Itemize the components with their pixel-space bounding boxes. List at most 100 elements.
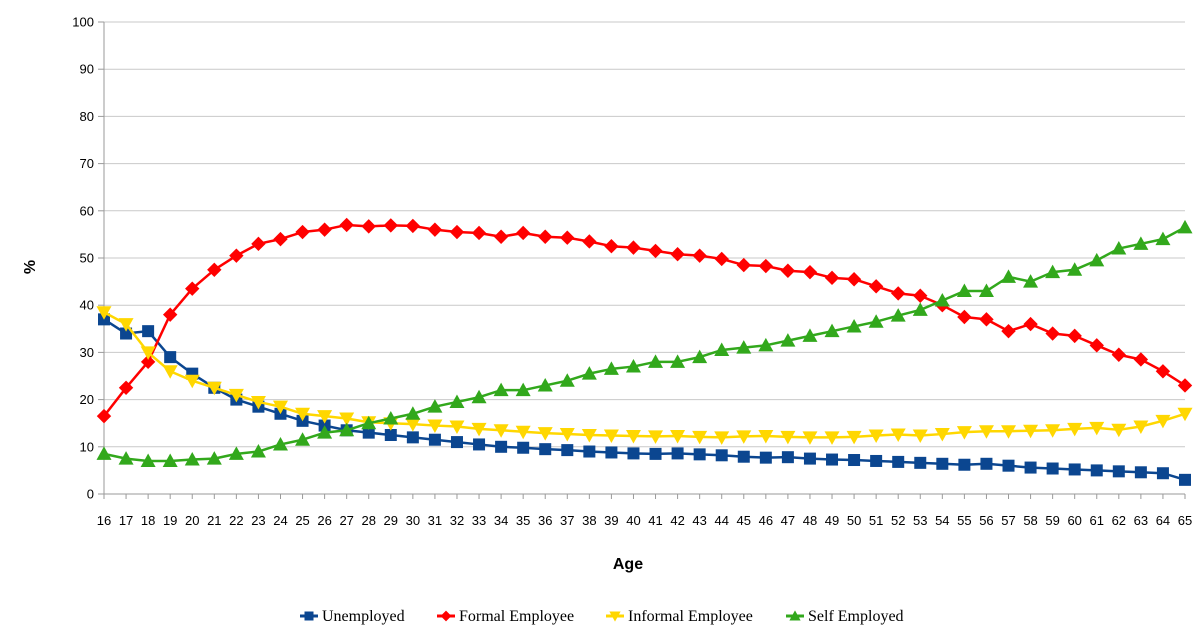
data-point-informal-employee — [1155, 414, 1171, 429]
x-tick-label: 63 — [1134, 513, 1148, 528]
x-tick-label: 25 — [295, 513, 309, 528]
data-point-formal-employee — [1133, 352, 1149, 367]
data-point-formal-employee — [692, 248, 707, 263]
series-formal-employee — [96, 217, 1193, 424]
x-tick-label: 46 — [759, 513, 773, 528]
data-point-self-employed — [868, 314, 884, 328]
data-point-informal-employee — [471, 422, 487, 437]
data-point-informal-employee — [250, 395, 266, 410]
series-line-self-employed — [103, 226, 1186, 463]
data-point-unemployed — [870, 454, 883, 467]
x-tick-label: 58 — [1023, 513, 1037, 528]
x-tick-label: 52 — [891, 513, 905, 528]
data-point-informal-employee — [780, 430, 796, 445]
data-point-formal-employee — [140, 354, 156, 370]
x-tick-label: 27 — [339, 513, 353, 528]
data-point-unemployed — [583, 445, 596, 458]
data-point-informal-employee — [1177, 407, 1193, 422]
data-point-unemployed — [1024, 461, 1037, 474]
data-point-informal-employee — [670, 429, 686, 444]
data-point-formal-employee — [604, 239, 619, 254]
x-tick-label: 48 — [803, 513, 817, 528]
x-tick-label: 57 — [1001, 513, 1015, 528]
data-point-informal-employee — [515, 425, 531, 440]
data-point-self-employed — [361, 415, 377, 430]
y-tick-label: 40 — [80, 298, 94, 313]
data-point-self-employed — [780, 333, 796, 347]
data-point-unemployed — [384, 429, 397, 441]
y-tick-label: 90 — [80, 62, 94, 77]
data-point-unemployed — [120, 327, 133, 340]
x-tick-label: 33 — [472, 513, 486, 528]
data-point-unemployed — [362, 426, 375, 439]
data-point-self-employed — [1177, 219, 1193, 234]
x-tick-label: 54 — [935, 513, 949, 528]
legend-swatch-marker — [789, 610, 801, 621]
data-point-formal-employee — [1023, 316, 1038, 332]
axes: 0 10 20 30 40 50 60 70 80 90 100 16 17 18 19 20 21 22 23 24… — [72, 15, 1192, 529]
data-point-formal-employee — [273, 231, 288, 247]
x-tick-label: 47 — [781, 513, 795, 528]
data-point-self-employed — [934, 292, 950, 307]
data-point-self-employed — [692, 349, 708, 364]
data-point-informal-employee — [206, 381, 222, 396]
data-point-unemployed — [142, 325, 155, 338]
data-point-formal-employee — [802, 264, 818, 280]
data-point-formal-employee — [383, 218, 398, 233]
data-point-unemployed — [561, 444, 574, 457]
data-point-unemployed — [164, 351, 177, 364]
data-point-self-employed — [1133, 236, 1149, 250]
series-self-employed — [96, 219, 1193, 467]
y-tick-label: 80 — [80, 109, 94, 124]
x-tick-label: 38 — [582, 513, 596, 528]
data-point-self-employed — [162, 453, 178, 467]
x-tick-label: 43 — [692, 513, 706, 528]
x-tick-label: 20 — [185, 513, 199, 528]
data-point-self-employed — [184, 452, 200, 466]
data-point-self-employed — [1023, 274, 1039, 288]
data-point-formal-employee — [979, 312, 994, 327]
data-point-self-employed — [846, 318, 862, 333]
y-tick-label: 70 — [80, 156, 94, 171]
x-tick-label: 22 — [229, 513, 243, 528]
data-point-formal-employee — [780, 263, 796, 278]
data-point-self-employed — [912, 302, 928, 316]
data-point-self-employed — [1001, 269, 1017, 283]
data-point-informal-employee — [1067, 422, 1083, 437]
data-point-formal-employee — [560, 230, 575, 245]
data-point-formal-employee — [824, 270, 840, 286]
data-point-informal-employee — [890, 428, 906, 443]
data-point-self-employed — [427, 399, 443, 413]
y-tick-label: 0 — [87, 487, 94, 502]
data-point-unemployed — [450, 436, 463, 449]
data-point-informal-employee — [625, 429, 641, 444]
data-point-informal-employee — [692, 430, 708, 445]
data-point-self-employed — [515, 382, 531, 397]
data-point-self-employed — [1111, 241, 1127, 255]
data-point-self-employed — [383, 410, 399, 425]
data-point-formal-employee — [1045, 326, 1060, 341]
data-point-unemployed — [737, 450, 750, 463]
data-point-informal-employee — [846, 430, 862, 445]
data-point-unemployed — [693, 448, 706, 461]
data-point-self-employed — [1067, 262, 1083, 276]
legend-label: Formal Employee — [459, 608, 574, 625]
data-point-formal-employee — [493, 229, 509, 244]
x-tick-label: 45 — [737, 513, 751, 528]
legend-item-formal-employee: Formal Employee — [437, 608, 574, 625]
legend-item-self-employed: Self Employed — [786, 608, 904, 625]
data-point-self-employed — [493, 382, 509, 397]
data-point-informal-employee — [603, 429, 619, 443]
data-point-unemployed — [759, 451, 772, 464]
data-point-informal-employee — [736, 430, 752, 444]
data-point-formal-employee — [317, 222, 332, 237]
series-group — [96, 217, 1193, 486]
x-tick-label: 59 — [1045, 513, 1059, 528]
data-point-informal-employee — [295, 407, 311, 422]
data-point-self-employed — [405, 406, 421, 420]
x-tick-label: 62 — [1112, 513, 1126, 528]
data-point-informal-employee — [272, 400, 288, 415]
data-point-self-employed — [206, 451, 222, 465]
data-point-formal-employee — [162, 307, 178, 322]
data-point-self-employed — [118, 451, 134, 465]
